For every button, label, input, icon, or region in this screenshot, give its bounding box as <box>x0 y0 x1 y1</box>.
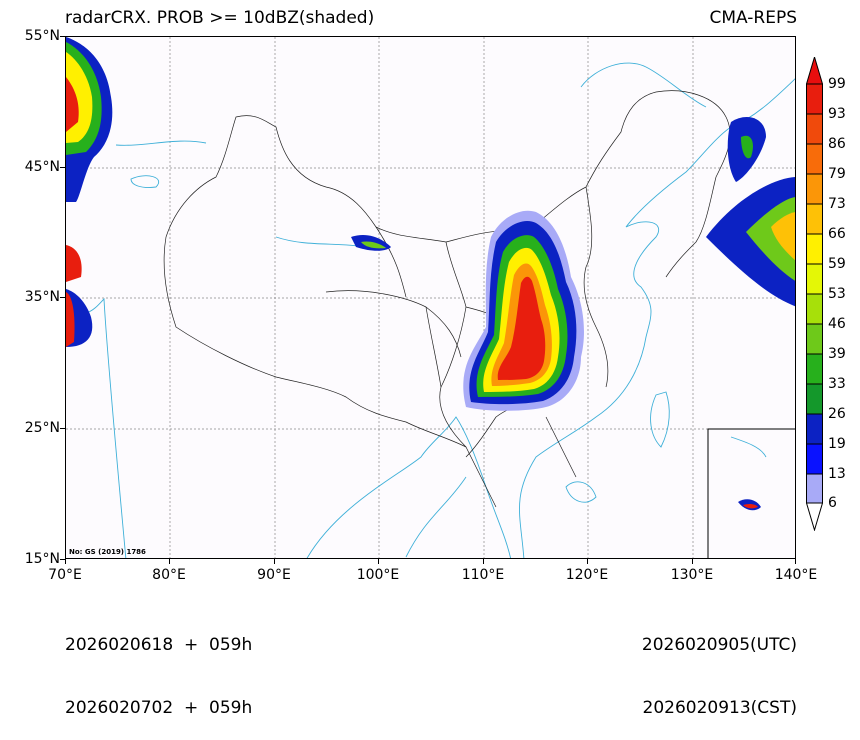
colorbar-label: 86 <box>828 136 846 152</box>
precip-east <box>706 117 795 307</box>
lon-tick-mark <box>378 559 379 564</box>
lon-label: 110°E <box>461 567 505 583</box>
lon-label: 120°E <box>565 567 609 583</box>
precip-qinghai <box>351 235 391 251</box>
lon-label: 70°E <box>48 567 82 583</box>
colorbar-label: 33 <box>828 376 846 392</box>
lon-label: 140°E <box>774 567 818 583</box>
init-times: 2026020618 + 059h 2026020702 + 059h <box>65 593 252 740</box>
lat-label: 25°N <box>24 420 60 436</box>
init-time-cst: 2026020702 + 059h <box>65 698 253 718</box>
lon-label: 80°E <box>152 567 186 583</box>
valid-time-cst: 2026020913(CST) <box>642 698 797 718</box>
colorbar-label: 39 <box>828 346 846 362</box>
lat-label: 45°N <box>24 159 60 175</box>
lon-label: 100°E <box>356 567 400 583</box>
precip-central-china <box>463 210 584 411</box>
colorbar-label: 26 <box>828 406 846 422</box>
colorbar <box>806 57 823 531</box>
precip-west-edge <box>66 37 113 347</box>
colorbar-label: 73 <box>828 196 846 212</box>
lat-tick-mark <box>60 167 65 168</box>
colorbar-label: 53 <box>828 286 846 302</box>
colorbar-label: 13 <box>828 466 846 482</box>
lon-label: 130°E <box>670 567 714 583</box>
colorbar-label: 19 <box>828 436 846 452</box>
lon-tick-mark <box>274 559 275 564</box>
lat-tick-mark <box>60 428 65 429</box>
colorbar-label: 79 <box>828 166 846 182</box>
scs-inset <box>707 428 795 558</box>
lon-label: 90°E <box>257 567 291 583</box>
model-name: CMA-REPS <box>709 8 797 28</box>
borders <box>163 90 731 508</box>
lat-tick-mark <box>60 36 65 37</box>
colorbar-under-arrow <box>806 502 823 531</box>
colorbar-label: 93 <box>828 106 846 122</box>
chart-title: radarCRX. PROB >= 10dBZ(shaded) <box>65 8 375 28</box>
colorbar-label: 99 <box>828 76 846 92</box>
colorbar-over-arrow <box>806 57 823 85</box>
colorbar-label: 6 <box>828 495 837 511</box>
lon-tick-mark <box>587 559 588 564</box>
lon-tick-mark <box>483 559 484 564</box>
lon-tick-mark <box>169 559 170 564</box>
lon-tick-mark <box>65 559 66 564</box>
valid-time-utc: 2026020905(UTC) <box>641 635 797 655</box>
lat-tick-mark <box>60 297 65 298</box>
colorbar-bands <box>806 83 823 504</box>
colorbar-label: 59 <box>828 256 846 272</box>
lon-tick-mark <box>692 559 693 564</box>
lat-label: 35°N <box>24 289 60 305</box>
lon-tick-mark <box>795 559 796 564</box>
valid-times: 2026020905(UTC) 2026020913(CST) <box>642 593 797 740</box>
lat-label: 15°N <box>24 551 60 567</box>
init-time-utc: 2026020618 + 059h <box>65 635 253 655</box>
graticule <box>66 37 795 558</box>
lat-label: 55°N <box>24 28 60 44</box>
colorbar-label: 46 <box>828 316 846 332</box>
map-canvas <box>66 37 795 558</box>
colorbar-label: 66 <box>828 226 846 242</box>
map-panel <box>65 36 796 559</box>
map-approval-number: No: GS (2019) 1786 <box>69 548 146 556</box>
lat-tick-mark <box>60 559 65 560</box>
